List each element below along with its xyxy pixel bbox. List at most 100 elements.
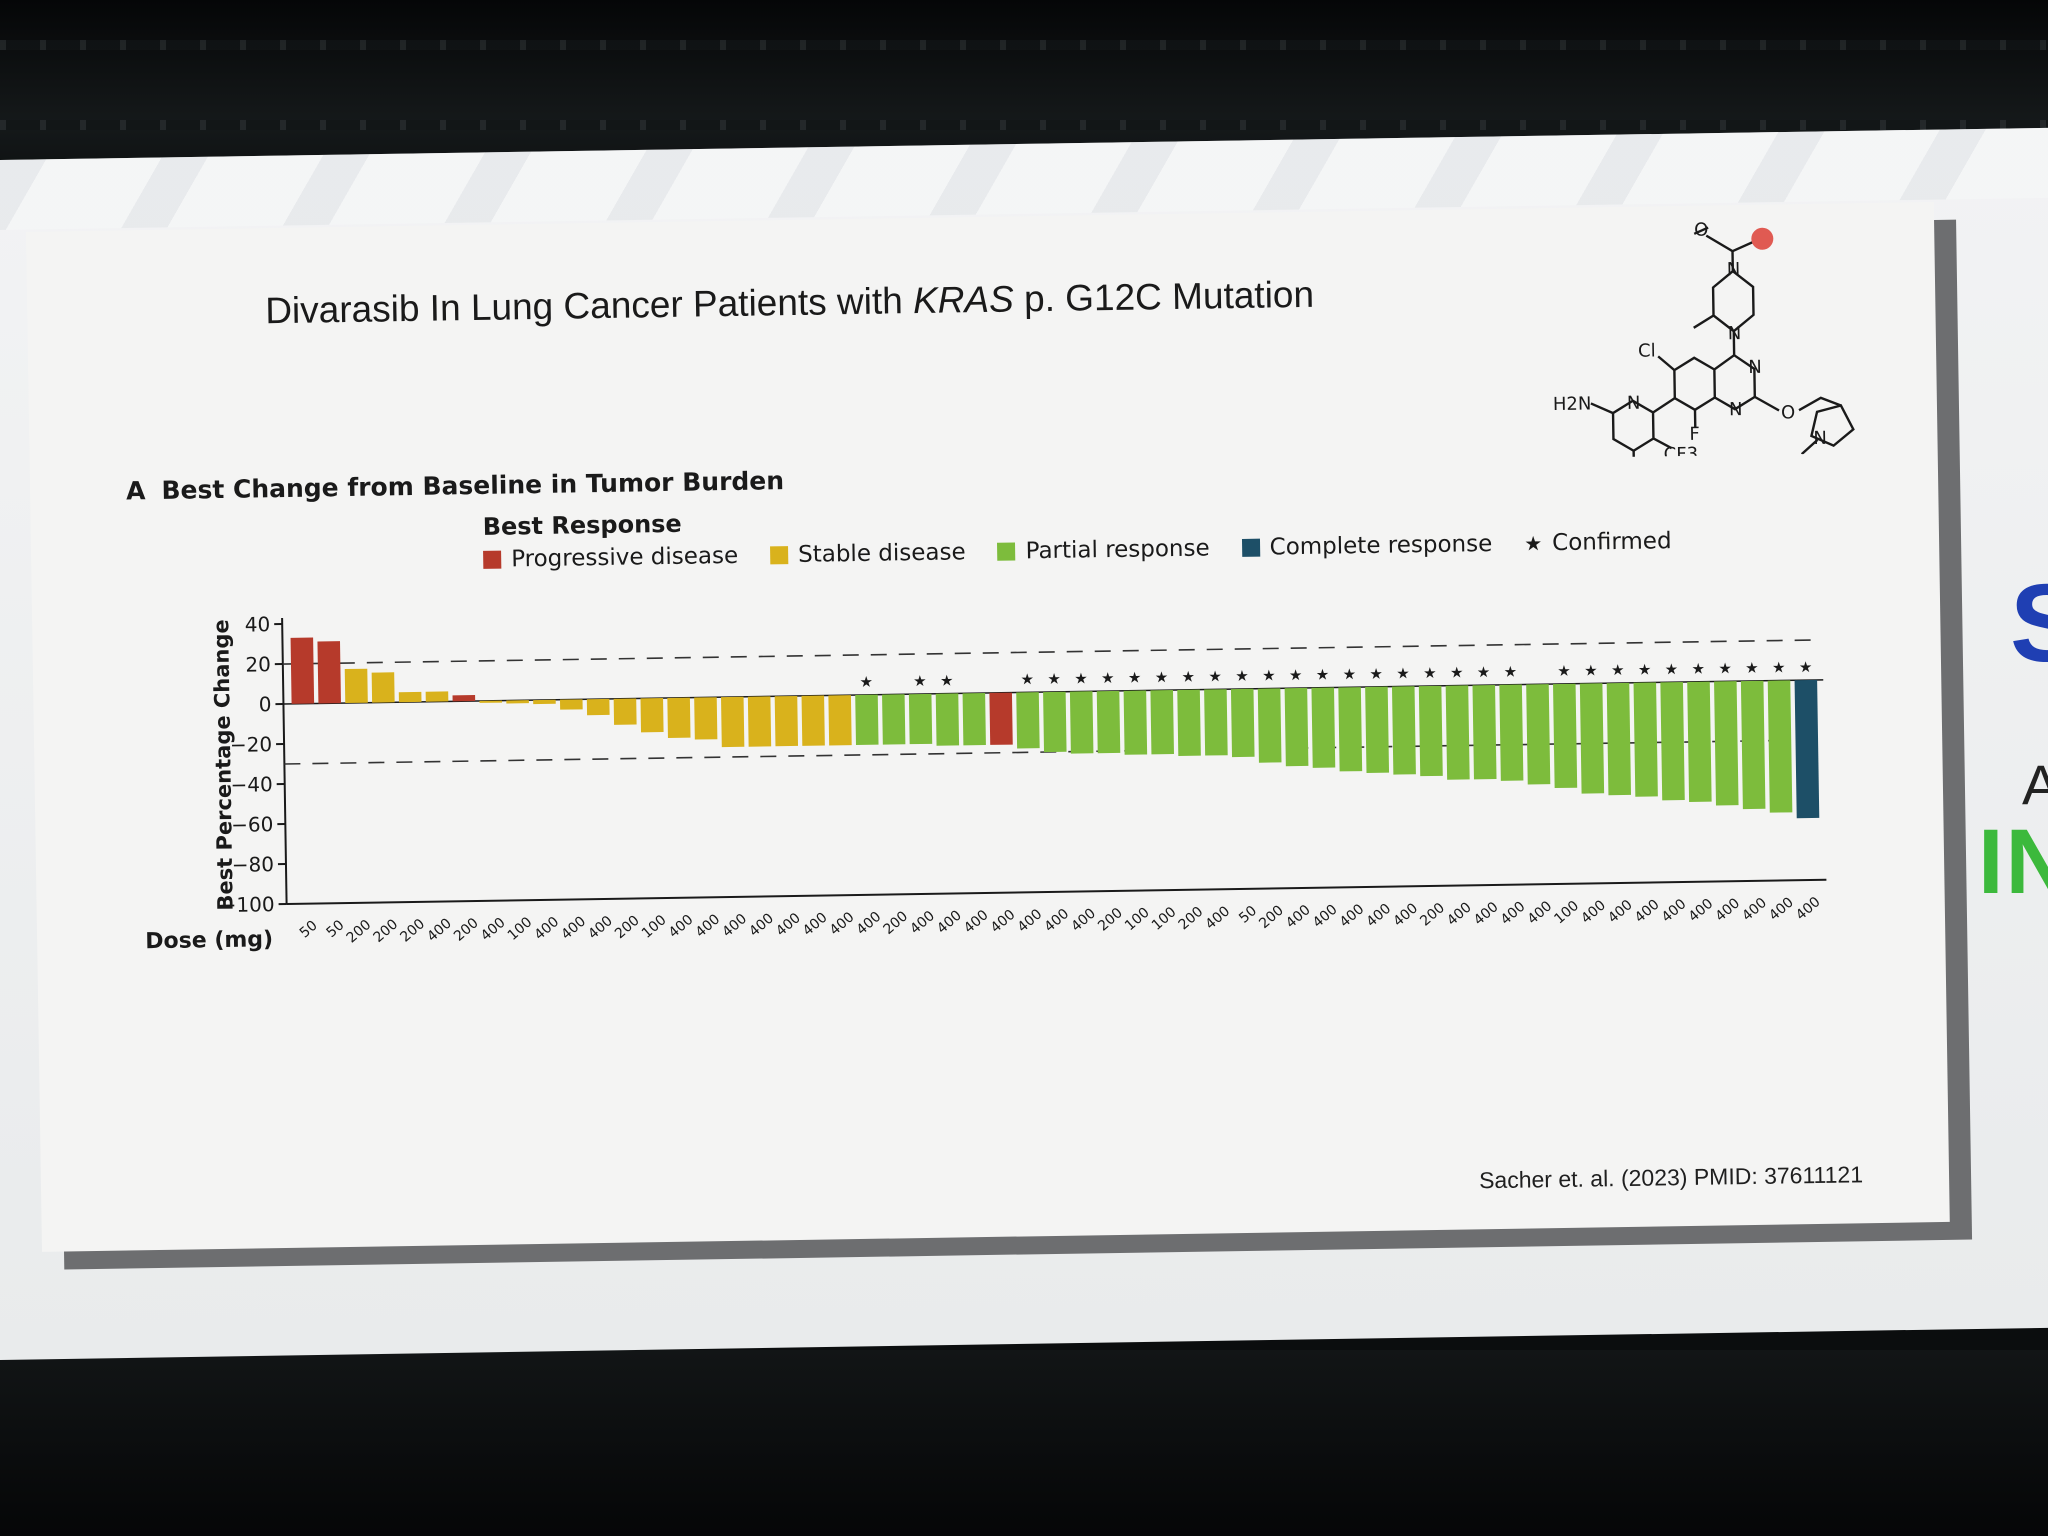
confirmed-star-marker: ★	[1504, 663, 1518, 681]
response-bar	[1606, 682, 1631, 796]
dose-tick-label: 400	[854, 909, 885, 939]
dose-tick-label: 400	[1310, 902, 1341, 932]
dose-tick-label: 100	[1122, 905, 1153, 935]
response-bar	[398, 691, 422, 703]
dose-tick-label: 400	[773, 910, 804, 940]
dose-tick-label: 400	[478, 915, 509, 945]
response-bar	[1365, 686, 1390, 774]
confirmed-star-marker: ★	[1101, 669, 1115, 687]
response-bar	[1472, 684, 1497, 780]
confirmed-star-marker: ★	[1047, 670, 1061, 688]
response-bar	[640, 698, 664, 733]
confirmed-star-marker: ★	[1772, 658, 1786, 676]
confirmed-star-marker: ★	[1396, 664, 1410, 682]
ceiling-truss	[0, 120, 2048, 130]
confirmed-star-marker: ★	[1343, 665, 1357, 683]
confirmed-star-marker: ★	[1020, 670, 1034, 688]
molecule-atom-label: H2N	[1553, 393, 1592, 415]
dose-tick-label: 200	[1095, 905, 1126, 935]
dose-tick-label: 400	[1364, 901, 1395, 931]
dose-tick-label: 400	[558, 913, 589, 943]
response-bar	[774, 695, 799, 747]
dose-tick-label: 50	[324, 917, 348, 941]
response-bar	[479, 700, 503, 703]
molecule-atom-label: N	[1813, 428, 1827, 449]
response-bar	[1204, 689, 1228, 756]
molecule-atom-label: N	[1729, 399, 1743, 420]
ceiling-truss	[0, 40, 2048, 50]
response-bar	[371, 672, 395, 703]
y-tick-label: −20	[230, 732, 273, 757]
response-bar	[962, 692, 986, 746]
confirmed-star-marker: ★	[1128, 669, 1142, 687]
response-bar	[613, 698, 637, 725]
response-bar	[1016, 692, 1040, 749]
y-tick-label: 40	[245, 612, 271, 636]
dose-tick-label: 400	[1525, 898, 1556, 928]
response-bar	[935, 693, 960, 746]
dose-tick-label: 400	[585, 913, 616, 943]
response-bar	[1633, 682, 1658, 797]
confirmed-star-marker: ★	[1289, 666, 1303, 684]
confirmed-star-marker: ★	[1691, 660, 1705, 678]
dose-tick-label: 400	[1337, 901, 1368, 931]
dose-tick-label: 400	[666, 912, 697, 942]
y-tick-label: −60	[231, 812, 274, 837]
molecule-atom-label: F	[1689, 424, 1700, 445]
dose-tick-label: 400	[800, 910, 831, 940]
response-bar	[1069, 691, 1094, 754]
dose-tick-label: 200	[371, 916, 402, 946]
response-bar	[801, 695, 825, 746]
confirmed-star-marker: ★	[1181, 668, 1195, 686]
confirmed-star-marker: ★	[1745, 659, 1759, 677]
confirmed-star-marker: ★	[1316, 666, 1330, 684]
confirmed-star-marker: ★	[1718, 659, 1732, 677]
side-slide-text-s: S	[2010, 562, 2048, 685]
response-bar	[989, 692, 1013, 745]
dose-tick-label: 50	[1236, 903, 1260, 927]
dose-tick-label: 400	[1766, 894, 1797, 924]
y-tick-label: −80	[232, 852, 275, 877]
presentation-slide: Divarasib In Lung Cancer Patients with K…	[26, 202, 1950, 1252]
response-bar	[425, 691, 449, 702]
dose-tick-label: 200	[1417, 900, 1448, 930]
dose-tick-label: 400	[907, 908, 938, 938]
response-bar	[1177, 689, 1201, 756]
response-bar	[1284, 687, 1309, 767]
response-bar	[1767, 680, 1793, 813]
dose-tick-label: 100	[1149, 904, 1180, 934]
response-bar	[586, 698, 610, 716]
side-slide-text-in: IN	[1978, 811, 2048, 913]
confirmed-star-marker: ★	[1665, 660, 1679, 678]
molecule-atom-label: N	[1748, 357, 1762, 378]
dose-tick-label: 200	[880, 908, 911, 938]
floor-background	[0, 1350, 2048, 1536]
dose-tick-label: 200	[1256, 902, 1287, 932]
confirmed-star-marker: ★	[913, 672, 927, 690]
dose-tick-label: 400	[1578, 897, 1609, 927]
dose-tick-label: 200	[397, 916, 428, 946]
dose-tick-label: 400	[1498, 899, 1529, 929]
confirmed-star-marker: ★	[1584, 661, 1598, 679]
dose-tick-label: 400	[1605, 897, 1636, 927]
dose-tick-label: 400	[1686, 896, 1717, 926]
y-axis-line	[281, 618, 288, 905]
molecule-atom-label: Cl	[1638, 340, 1656, 361]
reactive-site-marker	[1751, 227, 1774, 250]
dose-tick-label: 200	[612, 913, 643, 943]
response-bar	[908, 693, 933, 745]
dose-tick-label: 400	[1471, 899, 1502, 929]
confirmed-star-marker: ★	[1074, 669, 1088, 687]
response-bar	[828, 695, 852, 746]
response-bar	[1579, 683, 1605, 794]
y-tick-label: 20	[245, 652, 271, 676]
molecule-atom-label: O	[1694, 220, 1709, 241]
x-axis-title: Dose (mg)	[145, 927, 273, 954]
response-bar	[506, 700, 529, 704]
response-bar	[1687, 681, 1712, 802]
confirmed-star-marker: ★	[1262, 666, 1276, 684]
response-bar	[1553, 683, 1578, 789]
dose-tick-label: 400	[746, 910, 777, 940]
dose-tick-label: 50	[297, 918, 321, 942]
